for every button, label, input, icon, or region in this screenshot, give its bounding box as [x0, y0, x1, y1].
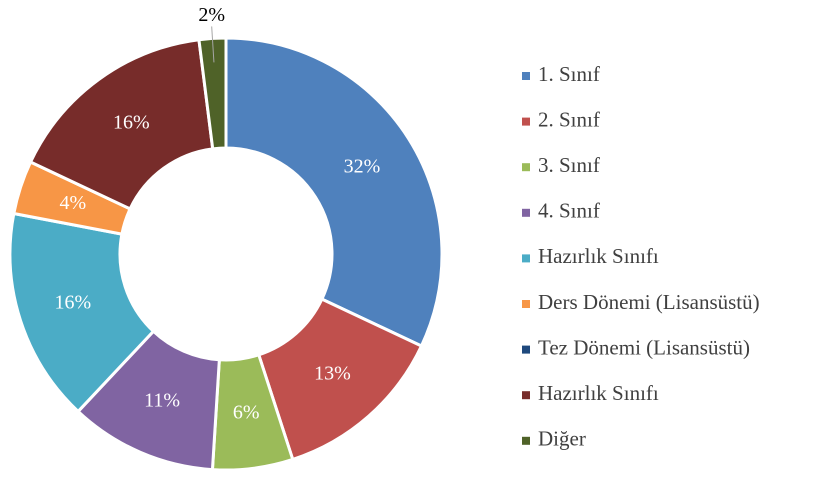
- data-label: 11%: [144, 389, 180, 411]
- legend-marker: [522, 436, 530, 445]
- leader-line: [211, 26, 215, 63]
- legend-label: 4. Sınıf: [538, 199, 600, 223]
- legend-marker: [522, 391, 530, 400]
- legend-label: Tez Dönemi (Lisansüstü): [538, 335, 750, 359]
- legend-label: Ders Dönemi (Lisansüstü): [538, 290, 760, 314]
- legend-label: Diğer: [538, 427, 586, 451]
- legend-label: Hazırlık Sınıfı: [538, 244, 659, 268]
- legend-label: 2. Sınıf: [538, 107, 600, 131]
- legend-marker: [522, 163, 530, 172]
- donut-slice: [197, 36, 228, 151]
- data-label: 16%: [113, 111, 150, 133]
- data-label: 16%: [55, 291, 92, 313]
- legend-label: 3. Sınıf: [538, 153, 600, 177]
- legend-label: Hazırlık Sınıfı: [538, 381, 659, 405]
- data-label: 2%: [198, 4, 225, 26]
- data-label: 4%: [60, 192, 87, 214]
- data-label: 6%: [233, 401, 260, 423]
- donut-slice: [28, 38, 215, 211]
- data-label: 13%: [314, 362, 351, 384]
- donut-slice: [224, 36, 444, 348]
- legend-marker: [522, 345, 530, 354]
- donut-slice: [8, 211, 156, 414]
- legend-label: 1. Sınıf: [538, 62, 600, 86]
- data-label: 32%: [344, 155, 381, 177]
- legend-marker: [522, 208, 530, 217]
- legend-marker: [522, 254, 530, 263]
- legend-marker: [522, 300, 530, 308]
- legend-marker: [522, 117, 530, 126]
- legend-marker: [522, 72, 530, 80]
